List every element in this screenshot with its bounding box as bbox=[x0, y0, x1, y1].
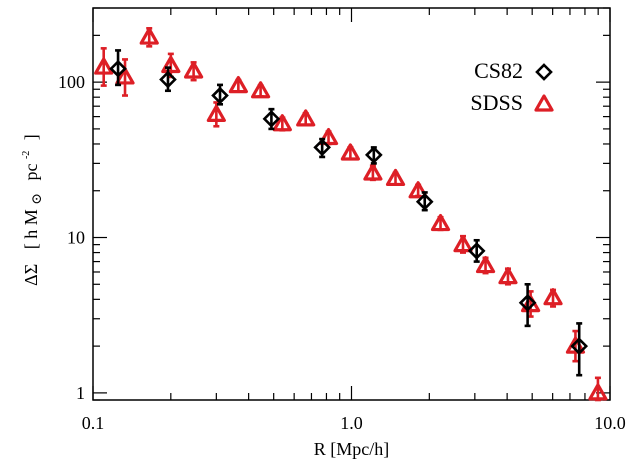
svg-text:ΔΣ [ h M ⊙ p: ΔΣ [ h M ⊙ pc -2 ] bbox=[13, 134, 45, 286]
data-point bbox=[313, 138, 331, 157]
y-tick-label: 100 bbox=[58, 72, 85, 92]
axis-ticks bbox=[92, 7, 611, 401]
data-point bbox=[94, 57, 114, 75]
x-tick-label: 1.0 bbox=[340, 413, 363, 433]
legend: CS82 SDSS bbox=[470, 58, 554, 115]
legend-label: CS82 bbox=[474, 58, 523, 83]
data-point bbox=[408, 181, 428, 199]
data-series bbox=[94, 27, 608, 402]
data-point bbox=[228, 75, 248, 94]
data-point bbox=[385, 168, 406, 187]
y-label-exponent: -2 bbox=[21, 151, 32, 159]
y-label-sun: ⊙ bbox=[30, 193, 45, 205]
data-point bbox=[206, 104, 226, 122]
data-point bbox=[211, 86, 229, 105]
data-point bbox=[115, 67, 135, 85]
data-point bbox=[415, 192, 434, 211]
data-point bbox=[109, 59, 127, 78]
data-point bbox=[364, 146, 383, 164]
y-label-pc: pc bbox=[21, 164, 41, 181]
data-point bbox=[588, 383, 608, 401]
data-point bbox=[543, 288, 563, 306]
data-point bbox=[296, 109, 316, 127]
data-point bbox=[570, 337, 589, 355]
x-tick-labels: 0.1 1.0 10.0 bbox=[82, 413, 626, 433]
data-point bbox=[161, 55, 181, 74]
series-sdss bbox=[94, 27, 608, 402]
series-cs82 bbox=[109, 49, 589, 377]
data-point bbox=[251, 81, 271, 99]
data-point bbox=[139, 27, 159, 45]
data-point bbox=[498, 267, 518, 285]
data-point bbox=[262, 110, 281, 128]
data-point bbox=[363, 163, 383, 181]
y-axis-label: ΔΣ [ h M ⊙ pc -2 ] bbox=[13, 134, 45, 286]
data-point bbox=[183, 61, 204, 79]
y-tick-label: 1 bbox=[76, 383, 85, 403]
x-axis-label: R [Mpc/h] bbox=[314, 439, 390, 459]
y-tick-labels: 1 10 100 bbox=[58, 72, 85, 403]
data-point bbox=[453, 235, 473, 253]
data-point bbox=[318, 127, 339, 146]
data-point bbox=[159, 70, 177, 89]
legend-label: SDSS bbox=[470, 90, 523, 115]
x-tick-label: 0.1 bbox=[82, 413, 105, 433]
x-tick-label: 10.0 bbox=[594, 413, 626, 433]
data-point bbox=[340, 143, 360, 161]
y-label-close: ] bbox=[21, 134, 41, 140]
legend-marker bbox=[535, 63, 553, 81]
data-point bbox=[467, 242, 486, 260]
y-label-prefix: ΔΣ bbox=[21, 264, 41, 286]
y-label-open: [ h M bbox=[21, 209, 41, 249]
y-tick-label: 10 bbox=[67, 228, 85, 248]
data-point bbox=[518, 293, 537, 312]
data-point bbox=[475, 255, 496, 274]
data-point bbox=[272, 114, 292, 132]
data-point bbox=[430, 213, 451, 232]
legend-marker bbox=[534, 94, 554, 112]
